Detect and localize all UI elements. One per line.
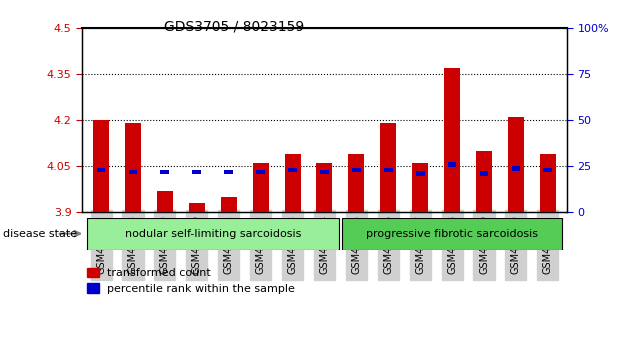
Text: nodular self-limiting sarcoidosis: nodular self-limiting sarcoidosis (125, 229, 301, 239)
Bar (125, 124, 141, 212)
Bar (508, 117, 524, 212)
Bar (256, 170, 265, 174)
Bar (253, 163, 268, 212)
Bar (192, 170, 201, 174)
Bar (348, 154, 364, 212)
Bar (540, 154, 556, 212)
Bar (161, 170, 169, 174)
Bar (342, 218, 562, 250)
Bar (87, 218, 339, 250)
Bar (476, 151, 492, 212)
Bar (412, 163, 428, 212)
Bar (381, 124, 396, 212)
Bar (444, 68, 460, 212)
Bar (285, 154, 301, 212)
Bar (512, 166, 520, 171)
Bar (96, 168, 105, 172)
Text: progressive fibrotic sarcoidosis: progressive fibrotic sarcoidosis (366, 229, 538, 239)
Bar (224, 170, 233, 174)
Bar (448, 162, 457, 167)
Legend: transformed count, percentile rank within the sample: transformed count, percentile rank withi… (88, 268, 295, 293)
Bar (157, 191, 173, 212)
Bar (544, 168, 553, 172)
Bar (320, 170, 329, 174)
Bar (416, 171, 425, 176)
Bar (288, 168, 297, 172)
Bar (93, 120, 109, 212)
Bar (316, 163, 333, 212)
Bar (479, 171, 488, 176)
Text: disease state: disease state (3, 229, 77, 239)
Bar (384, 168, 392, 172)
Bar (352, 168, 361, 172)
Bar (129, 170, 137, 174)
Bar (220, 197, 237, 212)
Text: GDS3705 / 8023159: GDS3705 / 8023159 (164, 19, 304, 34)
Bar (189, 203, 205, 212)
